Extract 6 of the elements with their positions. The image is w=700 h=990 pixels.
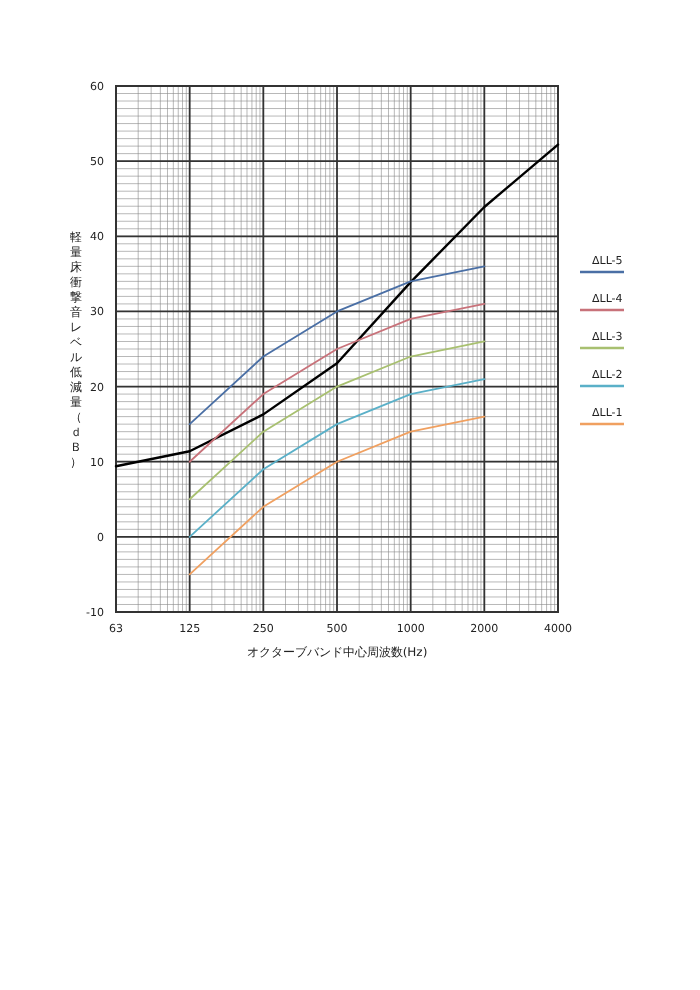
line-series (114, 143, 560, 468)
line-series (188, 340, 486, 501)
line-series (188, 265, 486, 426)
line-series (188, 378, 486, 538)
line-series (188, 303, 486, 463)
line-series (188, 415, 486, 576)
